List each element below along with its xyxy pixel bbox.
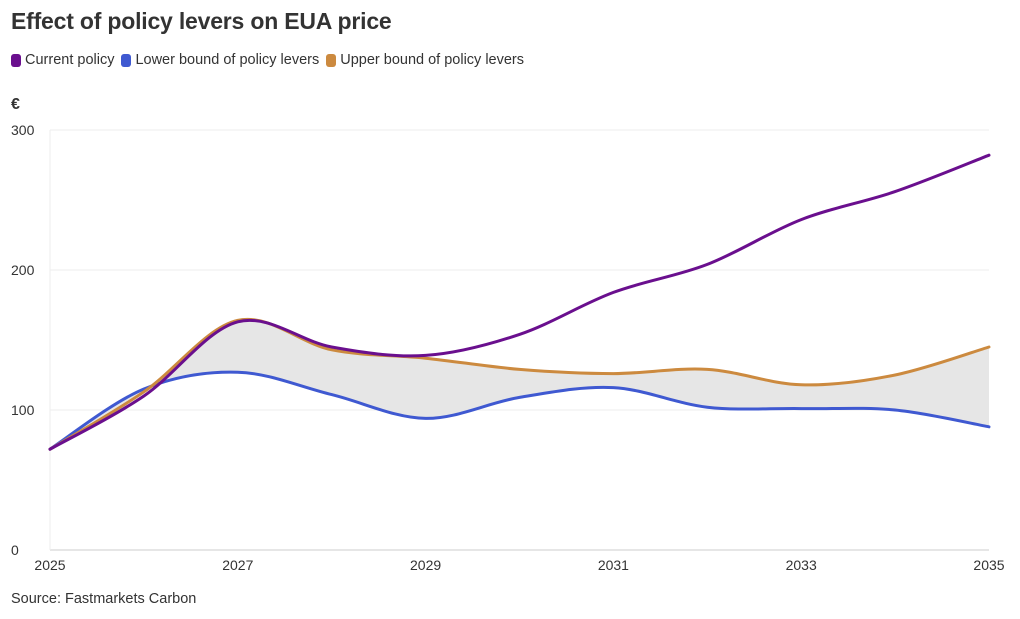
legend-item-current-policy: Current policy [11,52,114,68]
y-tick-label-300: 300 [11,122,35,138]
chart-title: Effect of policy levers on EUA price [11,8,392,34]
current-policy-line [48,153,991,451]
y-axis-unit-label: € [11,96,20,113]
x-tick-label-2029: 2029 [410,557,441,573]
source-note: Source: Fastmarkets Carbon [11,591,197,607]
policy-levers-range-band [50,319,989,450]
x-tick-label-2031: 2031 [598,557,629,573]
legend-label-current-policy: Current policy [25,52,115,68]
y-tick-label-100: 100 [11,402,35,418]
y-tick-label-200: 200 [11,262,35,278]
legend-item-lower-bound: Lower bound of policy levers [121,52,319,68]
x-tick-label-2027: 2027 [222,557,253,573]
legend-label-lower-bound: Lower bound of policy levers [135,52,320,68]
lower-bound-line [48,370,991,451]
x-tick-label-2033: 2033 [786,557,817,573]
x-tick-label-2025: 2025 [34,557,65,573]
legend-label-upper-bound: Upper bound of policy levers [340,52,525,68]
legend-swatch-upper-bound [326,53,337,67]
upper-bound-line [48,317,991,451]
y-tick-label-0: 0 [11,542,19,558]
legend-item-upper-bound: Upper bound of policy levers [326,52,524,68]
legend: Current policy Lower bound of policy lev… [11,52,531,68]
legend-swatch-lower-bound [121,53,132,67]
x-tick-label-2035: 2035 [973,557,1004,573]
legend-swatch-current-policy [11,53,21,67]
